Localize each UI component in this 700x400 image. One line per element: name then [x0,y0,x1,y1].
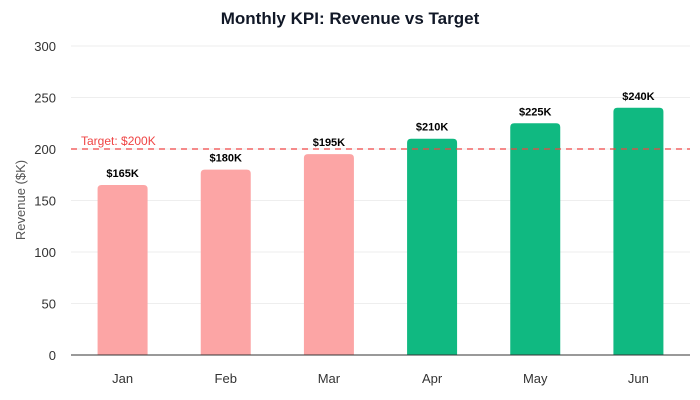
x-tick-label: May [523,371,548,386]
x-tick-label: Mar [318,371,341,386]
data-label: $195K [313,137,345,149]
y-tick-label: 50 [42,297,56,312]
bar-jan [97,185,148,355]
x-tick-label: Apr [422,371,443,386]
y-tick-label: 150 [34,194,56,209]
bar-mar [303,154,354,355]
y-tick-label: 300 [34,39,56,54]
data-label: $180K [210,153,242,165]
data-label: $225K [519,106,551,118]
data-label: $240K [622,91,654,103]
data-label: $165K [106,168,138,180]
x-tick-label: Jan [112,371,133,386]
bar-may [510,123,561,355]
target-label: Target: $200K [81,134,156,148]
y-tick-label: 250 [34,91,56,106]
y-tick-label: 100 [34,245,56,260]
bar-jun [613,107,664,355]
y-tick-label: 200 [34,142,56,157]
chart-title: Monthly KPI: Revenue vs Target [221,9,480,28]
data-label: $210K [416,122,448,134]
x-tick-label: Jun [628,371,649,386]
y-axis-label: Revenue ($K) [13,160,28,240]
x-tick-label: Feb [215,371,237,386]
y-tick-label: 0 [49,348,56,363]
bar-feb [200,169,251,355]
bar-apr [407,138,458,355]
